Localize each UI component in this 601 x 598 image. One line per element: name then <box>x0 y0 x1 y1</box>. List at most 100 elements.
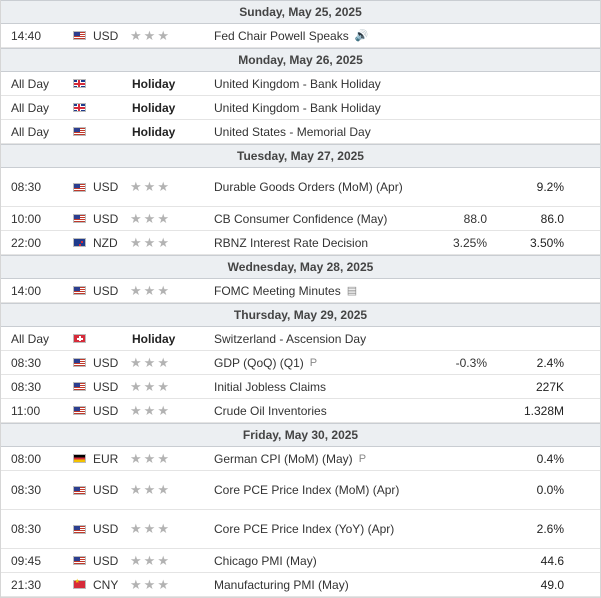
day-header: Friday, May 30, 2025 <box>1 423 600 447</box>
event-time: 14:00 <box>11 283 42 298</box>
event-row[interactable]: 08:30 USD ★ ★ ★ Core PCE Price Index (YoY) (A… <box>1 510 600 549</box>
event-name[interactable]: Manufacturing PMI (May) <box>214 573 409 596</box>
event-name-text[interactable]: GDP (QoQ) (Q1) <box>214 355 304 370</box>
event-row[interactable]: 22:00 NZD ★ ★ ★ RBNZ Interest Rate Decision 3.… <box>1 231 600 255</box>
event-name-text[interactable]: United States - Memorial Day <box>214 124 371 139</box>
event-name[interactable]: United Kingdom - Bank Holiday <box>214 72 409 95</box>
uk-flag-icon-shape <box>72 79 86 88</box>
event-row[interactable]: 09:45 USD ★ ★ ★ Chicago PMI (May) 44.6 <box>1 549 600 573</box>
event-row[interactable]: 08:30 USD ★ ★ ★ Initial Jobless Claims 227K <box>1 375 600 399</box>
event-currency: USD <box>93 553 119 568</box>
event-forecast <box>441 471 487 509</box>
event-time: 08:30 <box>11 483 42 497</box>
star-icon: ★ <box>157 552 169 568</box>
event-name[interactable]: Chicago PMI (May) <box>214 549 409 572</box>
star-icon: ★ <box>130 282 142 298</box>
star-icon: ★ <box>157 521 169 536</box>
event-row[interactable]: All Day Holiday United States - Memorial D… <box>1 120 600 144</box>
event-previous <box>501 96 564 119</box>
event-name[interactable]: Fed Chair Powell Speaks 🔊 <box>214 24 409 47</box>
us-flag-icon-shape <box>72 382 86 391</box>
event-name-text[interactable]: Fed Chair Powell Speaks <box>214 28 349 43</box>
event-name[interactable]: Core PCE Price Index (YoY) (Apr) <box>214 510 409 548</box>
holiday-label: Holiday <box>132 331 176 346</box>
importance-stars: ★ ★ ★ <box>130 447 180 470</box>
day-header: Tuesday, May 27, 2025 <box>1 144 600 168</box>
importance-stars: ★ ★ ★ <box>130 231 180 254</box>
event-time: 14:40 <box>11 28 42 43</box>
event-name[interactable]: Crude Oil Inventories <box>214 399 409 422</box>
event-previous: 227K <box>535 379 564 394</box>
star-icon: ★ <box>130 552 142 568</box>
event-name-text[interactable]: Crude Oil Inventories <box>214 403 327 418</box>
event-currency: USD <box>93 379 119 394</box>
event-previous: 49.0 <box>540 577 564 592</box>
star-icon: ★ <box>143 354 156 370</box>
star-icon: ★ <box>130 450 142 466</box>
event-name-text[interactable]: FOMC Meeting Minutes <box>214 283 341 298</box>
us-flag-icon-shape <box>72 485 86 495</box>
event-row[interactable]: 21:30CNY★★★Manufacturing PMI (May)49.0 <box>1 573 600 597</box>
event-row[interactable]: 08:30 USD ★ ★ ★ Durable Goods Orders (MoM) (A… <box>1 168 600 207</box>
event-row[interactable]: 14:40 USD ★ ★ ★ Fed Chair Powell Speaks 🔊 <box>1 24 600 48</box>
star-icon: ★ <box>157 576 169 592</box>
event-name[interactable]: FOMC Meeting Minutes ▤ <box>214 279 409 302</box>
event-name-text[interactable]: Durable Goods Orders (MoM) (Apr) <box>214 180 403 194</box>
event-row[interactable]: 08:00 EUR ★ ★ ★ German CPI (MoM) (May) P 0.4% <box>1 447 600 471</box>
event-row[interactable]: 08:30 USD ★ ★ ★ GDP (QoQ) (Q1) P -0.3% 2.4% <box>1 351 600 375</box>
event-name-text[interactable]: United Kingdom - Bank Holiday <box>214 76 381 91</box>
day-header: Sunday, May 25, 2025 <box>1 0 600 24</box>
event-row[interactable]: 11:00 USD ★ ★ ★ Crude Oil Inventories 1.328M <box>1 399 600 423</box>
event-row[interactable]: All Day Holiday Switzerland - Ascension Da… <box>1 327 600 351</box>
star-icon: ★ <box>130 179 142 194</box>
event-forecast <box>441 549 487 572</box>
event-forecast <box>441 24 487 47</box>
uk-flag-icon-shape <box>72 103 86 112</box>
star-icon: ★ <box>157 378 169 394</box>
event-name[interactable]: Initial Jobless Claims <box>214 375 409 398</box>
event-time: 08:00 <box>11 451 42 466</box>
importance-stars: ★ ★ ★ <box>130 549 180 572</box>
event-name-text[interactable]: Initial Jobless Claims <box>214 379 327 394</box>
star-icon: ★ <box>143 282 156 298</box>
importance-stars: ★ ★ ★ <box>130 471 180 509</box>
event-previous: 9.2% <box>536 180 564 194</box>
event-name-text[interactable]: German CPI (MoM) (May) <box>214 451 353 466</box>
event-row[interactable]: All Day Holiday United Kingdom - Bank Holi… <box>1 72 600 96</box>
event-name-text[interactable]: Core PCE Price Index (YoY) (Apr) <box>214 522 395 536</box>
event-name[interactable]: Switzerland - Ascension Day <box>214 327 409 350</box>
event-name[interactable]: CB Consumer Confidence (May) <box>214 207 409 230</box>
event-currency: USD <box>93 522 119 536</box>
event-currency: USD <box>93 403 119 418</box>
event-name[interactable]: GDP (QoQ) (Q1) P <box>214 351 409 374</box>
event-name-text[interactable]: Switzerland - Ascension Day <box>214 331 367 346</box>
event-row[interactable]: 10:00 USD ★ ★ ★ CB Consumer Confidence (May) 8… <box>1 207 600 231</box>
event-name-text[interactable]: Chicago PMI (May) <box>214 553 317 568</box>
event-name[interactable]: RBNZ Interest Rate Decision <box>214 231 409 254</box>
event-forecast <box>441 72 487 95</box>
star-icon: ★ <box>130 210 142 226</box>
day-header: Thursday, May 29, 2025 <box>1 303 600 327</box>
event-currency: USD <box>93 355 119 370</box>
event-time: All Day <box>11 124 50 139</box>
event-row[interactable]: 08:30 USD ★ ★ ★ Core PCE Price Index (MoM) (A… <box>1 471 600 510</box>
event-name-text[interactable]: United Kingdom - Bank Holiday <box>214 100 381 115</box>
event-previous <box>501 24 564 47</box>
event-row[interactable]: 14:00 USD ★ ★ ★ FOMC Meeting Minutes ▤ <box>1 279 600 303</box>
event-name-text[interactable]: CB Consumer Confidence (May) <box>214 211 388 226</box>
star-icon: ★ <box>143 402 156 418</box>
event-row[interactable]: All Day Holiday United Kingdom - Bank Holi… <box>1 96 600 120</box>
preliminary-icon: P <box>309 356 318 369</box>
event-name[interactable]: Durable Goods Orders (MoM) (Apr) <box>214 168 409 206</box>
us-flag-icon <box>72 207 86 230</box>
event-name[interactable]: United Kingdom - Bank Holiday <box>214 96 409 119</box>
event-name[interactable]: Core PCE Price Index (MoM) (Apr) <box>214 471 409 509</box>
us-flag-icon-shape <box>72 406 86 415</box>
event-time: 09:45 <box>11 553 42 568</box>
event-name-text[interactable]: RBNZ Interest Rate Decision <box>214 235 369 250</box>
event-name-text[interactable]: Manufacturing PMI (May) <box>214 577 349 592</box>
event-name[interactable]: United States - Memorial Day <box>214 120 409 143</box>
event-name-text[interactable]: Core PCE Price Index (MoM) (Apr) <box>214 483 400 497</box>
event-name[interactable]: German CPI (MoM) (May) P <box>214 447 409 470</box>
